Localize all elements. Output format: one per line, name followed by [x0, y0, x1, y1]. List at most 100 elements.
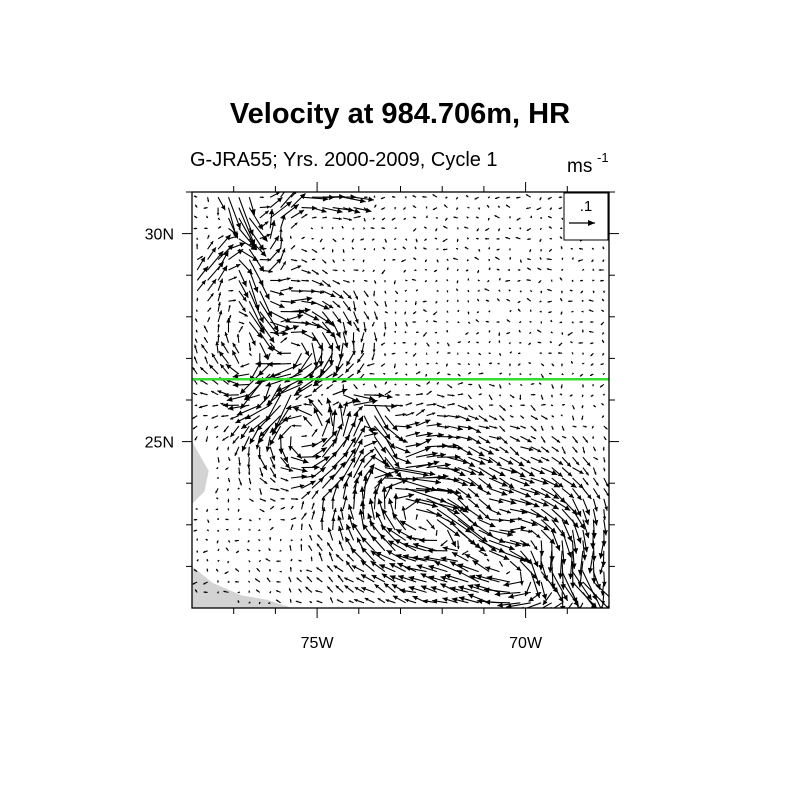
- velocity-arrow: [373, 248, 376, 251]
- velocity-arrow: [332, 321, 341, 338]
- velocity-arrow: [488, 487, 508, 496]
- velocity-arrow: [540, 581, 548, 600]
- velocity-arrow: [196, 255, 204, 261]
- velocity-arrow: [572, 446, 578, 453]
- velocity-arrow: [488, 467, 506, 477]
- velocity-arrow: [478, 529, 506, 544]
- velocity-arrow: [425, 373, 428, 377]
- velocity-arrow: [192, 581, 198, 585]
- velocity-arrow: [498, 277, 501, 281]
- velocity-arrow: [477, 269, 480, 274]
- velocity-arrow: [519, 227, 522, 230]
- velocity-arrow: [394, 207, 397, 210]
- velocity-arrow: [206, 529, 210, 532]
- velocity-arrow: [380, 342, 386, 346]
- velocity-arrow: [499, 372, 503, 375]
- velocity-arrow: [464, 553, 479, 562]
- velocity-arrow: [467, 498, 480, 509]
- velocity-arrow: [422, 300, 427, 303]
- velocity-arrow: [503, 581, 521, 587]
- velocity-arrow: [216, 476, 219, 479]
- velocity-arrow: [485, 320, 490, 323]
- velocity-arrow: [540, 415, 548, 420]
- velocity-arrow: [436, 248, 439, 250]
- velocity-arrow: [394, 226, 397, 230]
- land-area-0: [192, 566, 293, 608]
- y-tick-label: 25N: [145, 435, 174, 452]
- velocity-arrow: [395, 300, 398, 303]
- velocity-arrow: [269, 300, 285, 309]
- velocity-arrow: [305, 586, 313, 593]
- velocity-arrow: [516, 196, 521, 199]
- velocity-arrow: [426, 452, 446, 458]
- velocity-arrow: [415, 431, 433, 437]
- velocity-arrow: [537, 267, 542, 271]
- velocity-arrow: [520, 477, 535, 484]
- velocity-arrow: [425, 320, 429, 323]
- velocity-arrow: [311, 311, 332, 325]
- velocity-arrow: [560, 311, 563, 315]
- velocity-arrow: [581, 310, 584, 313]
- velocity-arrow: [247, 446, 251, 457]
- velocity-arrow: [215, 435, 219, 438]
- velocity-arrow: [404, 598, 417, 604]
- velocity-arrow: [580, 279, 583, 282]
- velocity-arrow: [207, 519, 210, 524]
- velocity-arrow: [373, 446, 388, 466]
- velocity-arrow: [590, 529, 596, 549]
- velocity-arrow: [458, 596, 479, 604]
- velocity-arrow: [561, 456, 572, 468]
- velocity-arrow: [363, 467, 374, 489]
- velocity-arrow: [540, 363, 545, 367]
- velocity-arrow: [592, 571, 601, 590]
- velocity-arrow: [215, 508, 219, 511]
- velocity-arrow: [529, 249, 532, 253]
- velocity-arrow: [516, 217, 521, 221]
- velocity-arrow: [530, 487, 551, 499]
- velocity-arrow: [384, 353, 386, 357]
- velocity-arrow: [395, 553, 417, 562]
- velocity-arrow: [388, 498, 396, 520]
- velocity-arrow: [478, 550, 488, 557]
- velocity-arrow: [372, 269, 375, 273]
- velocity-arrow: [436, 414, 448, 418]
- velocity-arrow: [259, 311, 280, 337]
- velocity-arrow: [427, 547, 448, 554]
- velocity-arrow: [280, 337, 288, 344]
- velocity-arrow: [517, 279, 521, 282]
- velocity-arrow: [405, 402, 413, 406]
- velocity-arrow: [321, 464, 338, 479]
- velocity-arrow: [446, 310, 449, 313]
- velocity-arrow: [237, 487, 240, 490]
- velocity-arrow: [341, 225, 344, 229]
- velocity-arrow: [203, 325, 209, 333]
- velocity-arrow: [269, 196, 283, 209]
- velocity-arrow: [217, 226, 222, 229]
- velocity-arrow: [571, 372, 575, 375]
- velocity-arrow: [351, 238, 355, 243]
- velocity-arrow: [259, 233, 271, 240]
- velocity-arrow: [342, 249, 345, 253]
- velocity-arrow: [444, 217, 448, 221]
- velocity-arrow: [270, 278, 283, 283]
- velocity-arrow: [506, 319, 511, 323]
- velocity-arrow: [598, 269, 604, 271]
- velocity-arrow: [342, 269, 346, 272]
- velocity-arrow: [415, 408, 426, 417]
- velocity-arrow: [217, 457, 220, 463]
- velocity-arrow: [405, 279, 408, 282]
- velocity-arrow: [280, 467, 294, 472]
- velocity-arrow: [519, 550, 533, 565]
- velocity-arrow: [582, 498, 591, 516]
- velocity-arrow: [498, 384, 502, 389]
- velocity-arrow: [322, 207, 343, 214]
- velocity-arrow: [198, 404, 208, 409]
- velocity-arrow: [238, 457, 241, 466]
- velocity-arrow: [540, 571, 559, 594]
- velocity-arrow: [509, 456, 525, 467]
- velocity-arrow: [353, 598, 365, 604]
- velocity-arrow: [280, 314, 304, 323]
- velocity-arrow: [358, 508, 365, 531]
- velocity-arrow: [486, 558, 490, 562]
- velocity-arrow: [560, 384, 563, 389]
